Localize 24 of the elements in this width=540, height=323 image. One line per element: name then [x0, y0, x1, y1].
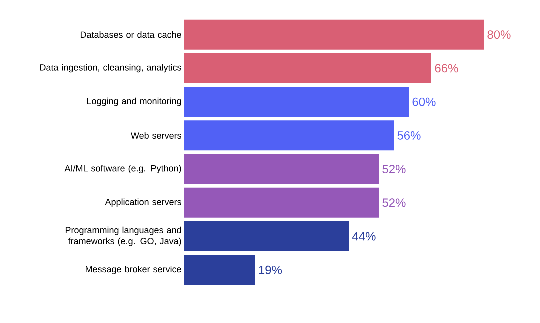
y-tick-label: Application servers: [105, 198, 182, 208]
bar: [184, 120, 394, 151]
bar: [184, 255, 256, 286]
data-label: 19%: [259, 266, 282, 274]
y-tick-label: Data ingestion, cleansing, analytics: [40, 64, 182, 73]
bar: [184, 188, 379, 218]
data-label: 56%: [398, 131, 421, 140]
bar: [184, 154, 379, 184]
data-label: 52%: [382, 198, 406, 208]
y-tick-label: AI/ML software (e.g. Python): [64, 165, 182, 174]
bar: [184, 222, 349, 252]
y-tick-label: Message broker service: [86, 266, 182, 274]
y-tick-label: Web servers: [131, 132, 182, 139]
bar: [184, 87, 409, 118]
y-tick-label: Databases or data cache: [80, 32, 182, 38]
y-tick-label: Logging and monitoring: [87, 98, 182, 106]
data-label: 52%: [382, 165, 406, 174]
data-label: 44%: [352, 232, 376, 241]
data-label: 60%: [412, 98, 436, 106]
y-tick-label: Programming languages and frameworks (e.g. GO, Java): [66, 226, 182, 246]
bar: [184, 53, 432, 84]
bar: [184, 20, 484, 50]
data-label: 80%: [488, 30, 511, 40]
data-label: 66%: [435, 64, 458, 73]
